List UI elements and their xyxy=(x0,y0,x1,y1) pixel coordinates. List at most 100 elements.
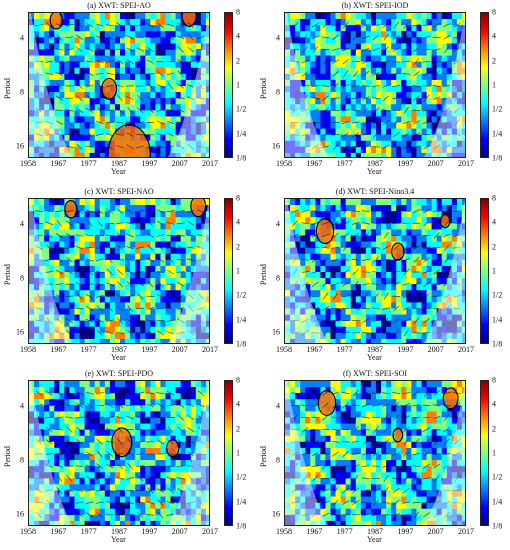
power-cell xyxy=(340,31,347,38)
power-cell xyxy=(49,278,55,285)
phase-arrow xyxy=(321,107,329,113)
y-axis-label: Period xyxy=(259,78,268,99)
power-cell xyxy=(330,73,337,81)
power-cell xyxy=(64,247,70,255)
power-cell xyxy=(305,79,311,87)
power-cell xyxy=(386,241,392,249)
power-cell xyxy=(411,128,417,136)
power-cell xyxy=(29,217,35,224)
power-cell xyxy=(290,128,296,136)
phase-arrow xyxy=(362,47,370,52)
phase-arrow xyxy=(136,58,144,65)
power-cell xyxy=(49,229,55,236)
phase-arrow xyxy=(422,270,431,274)
power-cell xyxy=(135,259,141,267)
power-cell xyxy=(381,302,387,309)
power-cell xyxy=(190,31,197,38)
power-cell xyxy=(54,110,60,117)
phase-arrow xyxy=(452,233,461,238)
phase-arrow xyxy=(453,330,461,335)
power-cell xyxy=(94,43,101,50)
power-cell xyxy=(180,290,187,297)
power-cell xyxy=(396,320,402,328)
power-cell xyxy=(200,61,207,69)
power-cell xyxy=(451,128,458,136)
power-cell xyxy=(421,332,428,340)
power-cell xyxy=(54,140,60,148)
phase-arrow xyxy=(433,107,441,113)
power-cell xyxy=(49,447,55,455)
power-cell xyxy=(305,104,311,111)
power-cell xyxy=(205,278,209,285)
power-cell xyxy=(441,43,448,50)
power-cell xyxy=(135,302,141,309)
power-cell xyxy=(64,320,70,328)
power-cell xyxy=(381,25,387,32)
power-cell xyxy=(406,284,412,291)
power-cell xyxy=(200,320,207,328)
power-cell xyxy=(84,399,91,406)
phase-arrow xyxy=(412,109,421,111)
power-cell xyxy=(79,31,86,38)
power-cell xyxy=(114,13,121,20)
power-cell xyxy=(109,393,116,400)
power-cell xyxy=(335,98,342,105)
power-cell xyxy=(436,302,443,309)
power-cell xyxy=(44,217,50,224)
power-cell xyxy=(59,241,65,249)
power-cell xyxy=(145,73,151,81)
power-cell xyxy=(401,146,407,154)
phase-arrow xyxy=(105,60,114,64)
power-cell xyxy=(34,387,40,394)
power-cell xyxy=(125,454,131,461)
phase-arrow xyxy=(76,83,83,89)
power-cell xyxy=(94,472,101,479)
power-cell xyxy=(79,211,86,218)
phase-arrow xyxy=(76,107,84,113)
power-cell xyxy=(94,110,101,117)
power-cell xyxy=(190,140,197,148)
power-cell xyxy=(406,128,412,136)
power-cell xyxy=(360,31,367,38)
power-cell xyxy=(145,381,151,388)
power-cell xyxy=(64,466,70,473)
power-cell xyxy=(180,399,187,406)
power-cell xyxy=(416,79,422,87)
phase-arrow xyxy=(85,145,94,148)
power-cell xyxy=(195,417,202,425)
power-cell xyxy=(310,55,316,63)
power-cell xyxy=(300,332,306,340)
power-cell xyxy=(64,441,70,449)
power-cell xyxy=(120,110,126,117)
power-cell xyxy=(74,55,81,63)
power-cell xyxy=(79,116,86,123)
phase-arrow xyxy=(291,60,300,63)
power-cell xyxy=(94,381,101,388)
power-cell xyxy=(340,308,347,316)
power-cell xyxy=(29,484,35,491)
phase-arrow xyxy=(403,106,409,114)
power-cell xyxy=(150,223,156,230)
power-cell xyxy=(426,199,433,206)
phase-arrow xyxy=(187,108,195,113)
power-cell xyxy=(64,31,70,38)
power-cell xyxy=(365,134,372,142)
power-cell xyxy=(160,37,166,44)
power-cell xyxy=(406,110,412,117)
power-cell xyxy=(69,247,75,255)
power-cell xyxy=(175,223,182,230)
power-cell xyxy=(145,61,151,69)
power-cell xyxy=(165,73,172,81)
power-cell xyxy=(180,460,187,467)
power-cell xyxy=(406,134,412,142)
power-cell xyxy=(99,199,106,206)
phase-arrow xyxy=(351,307,360,310)
power-cell xyxy=(160,31,166,38)
power-cell xyxy=(59,417,65,425)
power-cell xyxy=(79,466,86,473)
power-cell xyxy=(320,61,326,69)
power-cell xyxy=(300,104,306,111)
phase-arrow xyxy=(291,95,299,102)
power-cell xyxy=(190,447,197,455)
power-cell xyxy=(29,278,35,285)
